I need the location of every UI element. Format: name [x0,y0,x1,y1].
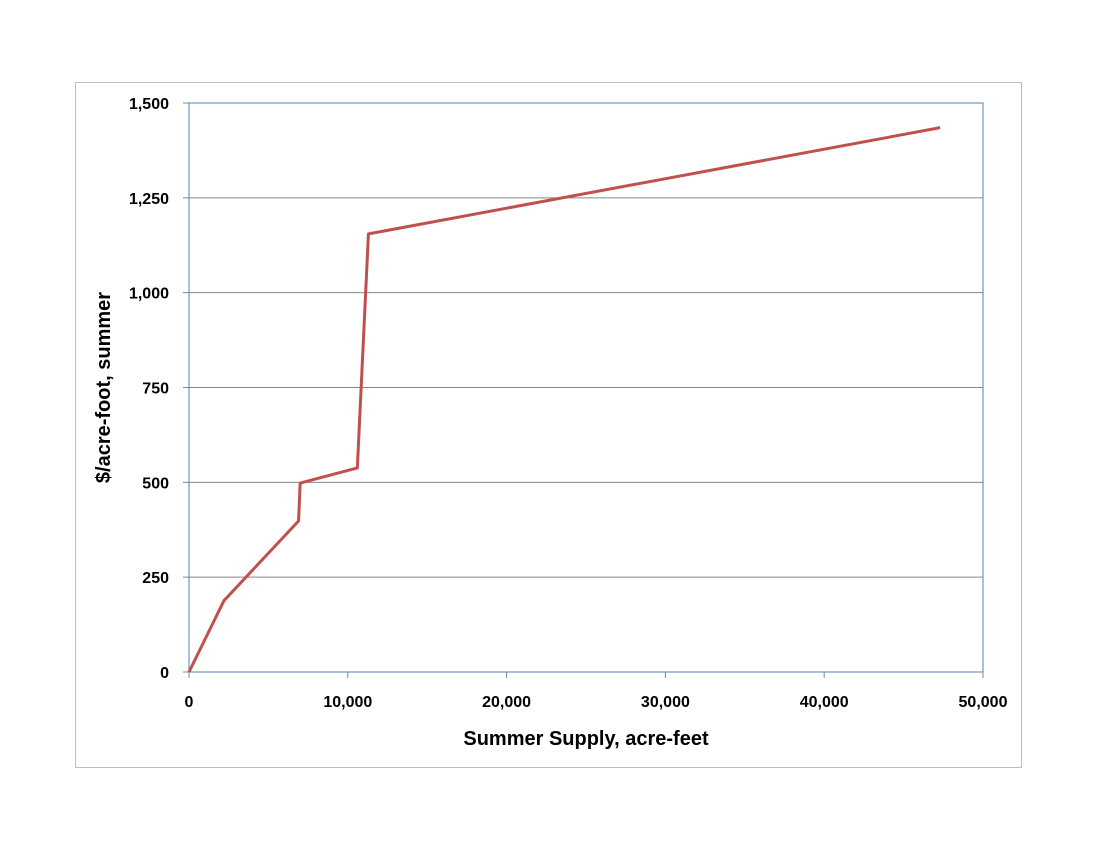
x-tick-label: 50,000 [959,694,1008,711]
y-tick-label: 1,500 [129,96,169,113]
x-tick-label: 40,000 [800,694,849,711]
series-line [187,126,941,673]
x-axis-title: Summer Supply, acre-feet [463,728,709,750]
y-axis: 0 250 500 750 1,000 1,250 1,500 [129,96,189,682]
y-tick-label: 500 [142,475,169,492]
grid-lines [189,197,983,578]
series-layer [187,126,941,673]
y-tick-label: 250 [142,570,169,587]
y-tick-label: 1,250 [129,191,169,208]
x-tick-label: 10,000 [323,694,372,711]
x-tick-label: 20,000 [482,694,531,711]
chart-frame [75,82,1022,768]
y-tick-label: 0 [160,665,169,682]
y-tick-label: 750 [142,381,169,398]
y-tick-label: 1,000 [129,286,169,303]
x-tick-label: 30,000 [641,694,690,711]
x-axis: 0 10,000 20,000 30,000 40,000 50,000 [185,672,1008,711]
y-axis-title: $/acre-foot, summer [93,292,115,483]
x-tick-label: 0 [185,694,194,711]
